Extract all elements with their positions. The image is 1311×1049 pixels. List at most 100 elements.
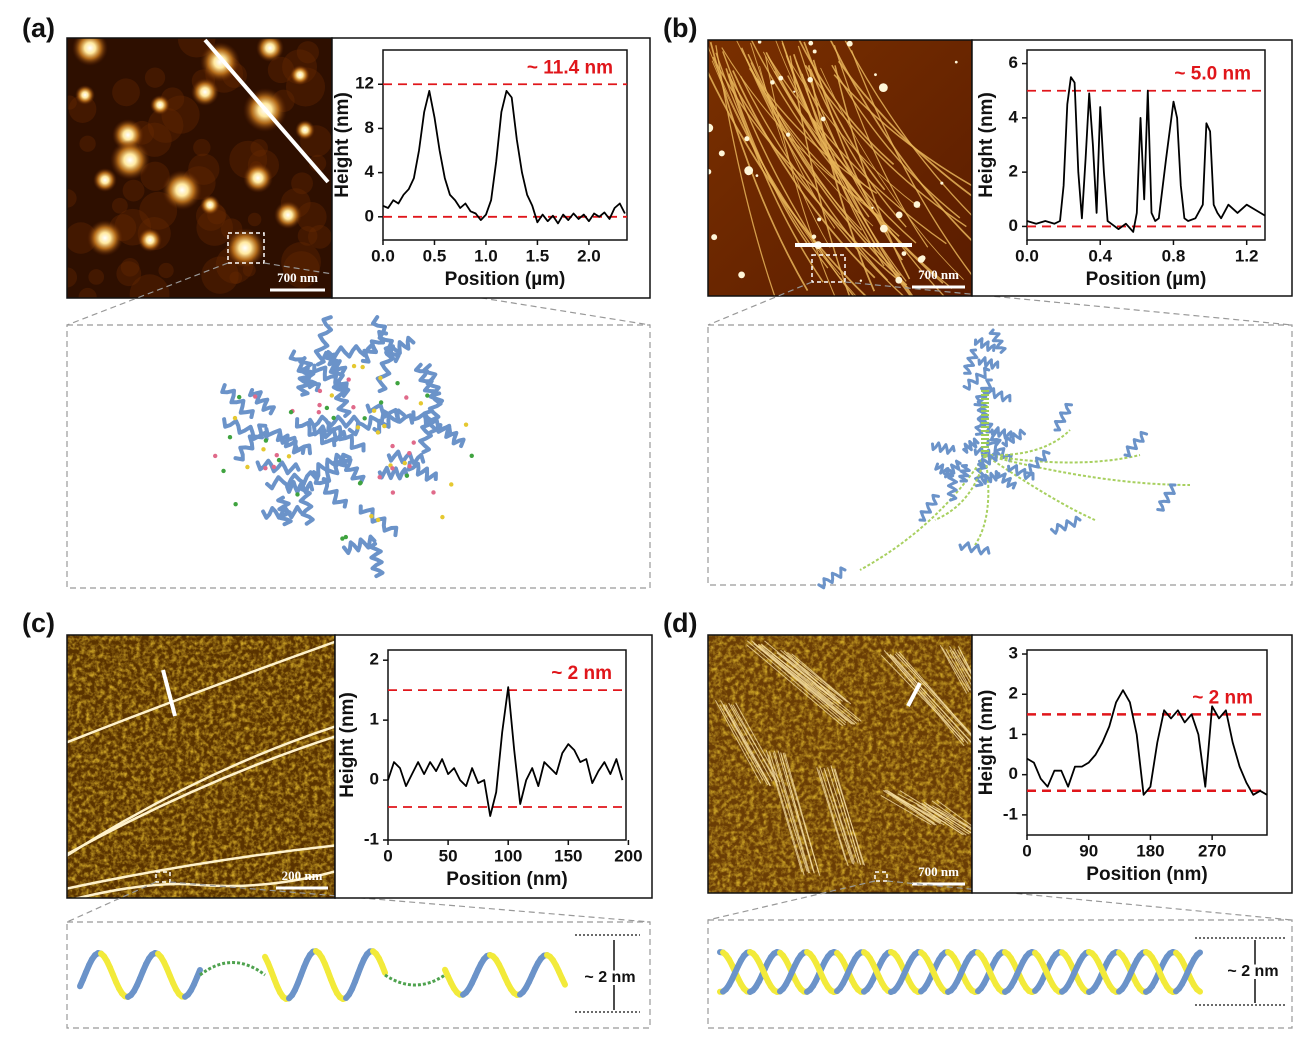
peptide-chain [985,455,1095,520]
ligand-atom [404,395,408,399]
annotation: ~ 5.0 nm [1174,64,1251,85]
protein-helix [1003,430,1025,446]
ligand-atom [233,502,237,506]
afm-particle [295,120,315,140]
afm-particle [138,228,162,252]
annotation: ~ 2 nm [1192,687,1253,708]
y-tick-label: 3 [1009,644,1018,663]
afm-particle [880,225,888,233]
helix-ribbon [1197,989,1200,991]
ligand-atom [360,365,364,369]
afm-noise [121,258,140,277]
y-tick-label: 2 [370,650,379,669]
afm-particle [72,30,108,66]
annotation: ~ 2 nm [551,663,612,684]
ligand-atom [346,377,350,381]
afm-particle [770,80,775,85]
y-tick-label: 8 [365,118,374,137]
y-tick-label: 0 [365,206,374,225]
afm-noise [158,263,173,278]
ligand-atom [369,514,373,518]
afm-particle [808,41,813,46]
ligand-atom [287,454,291,458]
y-tick-label: 6 [1009,53,1018,72]
y-axis-title: Height (nm) [976,92,997,198]
protein-helix [986,389,1010,401]
ligand-atom [352,364,356,368]
y-tick-label: 1 [1009,724,1018,743]
x-axis-title: Position (nm) [446,869,567,890]
x-tick-label: 0.8 [1162,246,1186,265]
ligand-atom [317,410,321,414]
afm-noise [130,274,170,314]
afm-image [60,635,340,900]
annotation: ~ 11.4 nm [527,57,613,78]
afm-noise [112,198,128,214]
ligand-atom [440,515,444,519]
ligand-atom [378,376,382,380]
afm-particle [87,220,123,256]
afm-particle [274,201,302,229]
protein-helix [1158,485,1175,510]
x-tick-label: 0.4 [1088,246,1112,265]
afm-particle [895,277,902,284]
ligand-atom [351,405,355,409]
scale-bar-label: 200 nm [282,868,323,883]
protein-helix [982,472,999,484]
ligand-atom [289,410,293,414]
ligand-atom [449,482,453,486]
afm-particle [243,163,273,193]
protein-helix [1055,404,1072,430]
afm-particle [738,272,745,279]
y-axis-title: Height (nm) [976,690,997,796]
afm-particle [955,61,958,64]
ligand-atom [407,464,411,468]
afm-particle [793,91,795,93]
afm-particle [874,73,877,76]
ligand-atom [263,466,267,470]
protein-helix [975,339,994,351]
ligand-atom [377,475,381,479]
x-tick-label: 0 [1022,841,1031,860]
ligand-atom [221,469,225,473]
afm-particle [786,133,790,137]
protein-helix [960,466,970,481]
afm-texture [708,635,972,893]
y-tick-label: 2 [1009,162,1018,181]
protein-helix [1052,517,1081,533]
x-tick-label: 0.0 [371,246,395,265]
afm-particle [879,83,888,92]
afm-particle [290,65,310,85]
ligand-atom [379,400,383,404]
ligand-atom [403,461,407,465]
afm-particle [817,217,821,221]
protein-helix [1125,432,1147,456]
afm-particle [812,234,817,239]
scale-bar-label: 700 nm [918,267,959,282]
afm-particle [150,95,170,115]
y-axis-title: Height (nm) [337,692,358,798]
protein-helix [998,474,1016,488]
ligand-atom [331,416,335,420]
ligand-atom [390,466,394,470]
ligand-atom [419,401,423,405]
x-tick-label: 2.0 [577,246,601,265]
ligand-atom [213,454,217,458]
x-tick-label: 100 [494,846,522,865]
protein-helix [933,443,955,453]
afm-particle [719,150,725,156]
ligand-atom [317,403,321,407]
x-tick-label: 90 [1079,841,1098,860]
afm-particle [807,77,812,82]
ligand-atom [407,451,411,455]
scale-bar-label: 700 nm [277,270,318,285]
afm-particle [756,174,759,177]
y-axis-title: Height (nm) [332,92,353,198]
afm-particle [918,256,925,263]
afm-particle [896,212,903,219]
afm-noise [112,78,140,106]
ligand-atom [431,490,435,494]
ligand-atom [464,422,468,426]
y-tick-label: 4 [1009,107,1019,126]
ligand-atom [470,454,474,458]
